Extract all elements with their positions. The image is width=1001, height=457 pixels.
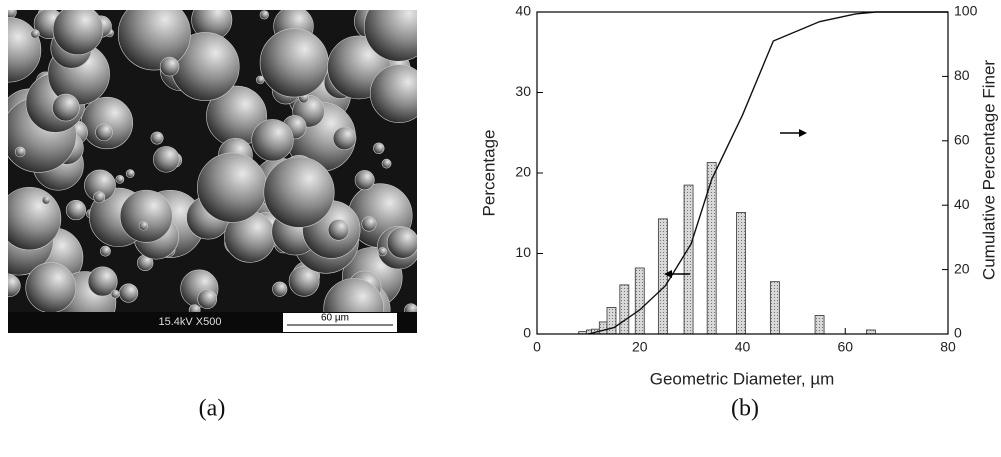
plot-frame xyxy=(536,11,949,335)
particle xyxy=(404,303,417,312)
particle xyxy=(354,170,375,191)
particle xyxy=(363,10,417,62)
particle xyxy=(251,119,294,162)
particle xyxy=(125,169,135,178)
particle xyxy=(25,262,77,312)
y2-tick-label: 60 xyxy=(954,132,970,148)
sem-image: 15.4kV X500 60 µm xyxy=(8,10,417,333)
x-tick-label: 60 xyxy=(837,339,853,355)
y-axis-label: Percentage xyxy=(479,130,498,217)
x-axis-label: Geometric Diameter, µm xyxy=(650,369,835,388)
particle xyxy=(188,304,201,312)
particle xyxy=(138,221,149,231)
y2-axis-label: Cumulative Percentage Finer xyxy=(979,60,998,281)
particle xyxy=(159,56,180,77)
particle xyxy=(8,274,21,298)
particle xyxy=(153,146,180,173)
particle xyxy=(115,174,125,184)
bar xyxy=(866,329,876,335)
y2-tick-label: 20 xyxy=(954,260,970,276)
bar xyxy=(769,281,780,335)
particle xyxy=(110,289,120,299)
bar xyxy=(814,315,825,335)
particle xyxy=(263,156,335,228)
sem-info: 15.4kV X500 xyxy=(159,316,222,328)
cumulative-line xyxy=(588,11,948,335)
particle xyxy=(361,216,377,232)
particle xyxy=(327,219,350,241)
particle xyxy=(119,189,173,243)
particle xyxy=(8,10,17,19)
particle xyxy=(150,131,164,145)
particle xyxy=(288,265,320,297)
bar xyxy=(657,218,668,335)
particle xyxy=(65,200,87,221)
y-tick-label: 20 xyxy=(515,164,531,180)
particle xyxy=(259,28,329,98)
particle xyxy=(373,142,385,154)
particle xyxy=(14,146,26,158)
arrow-head xyxy=(664,270,672,278)
particle xyxy=(117,10,191,71)
particle xyxy=(272,281,288,297)
bar xyxy=(606,307,617,335)
y-tick-label: 40 xyxy=(515,3,531,19)
particle xyxy=(386,226,417,259)
caption: (a) xyxy=(199,396,226,422)
bar xyxy=(619,284,630,335)
x-tick-label: 80 xyxy=(940,339,956,355)
particle xyxy=(30,29,40,39)
y2-tick-label: 100 xyxy=(954,3,978,19)
chart: Geometric Diameter, µm Percentage Cumula… xyxy=(479,3,998,389)
particle xyxy=(8,186,62,251)
particle xyxy=(95,123,113,142)
particle xyxy=(100,245,111,257)
y2-tick-label: 0 xyxy=(954,325,962,341)
particle xyxy=(80,96,134,150)
y-tick-label: 0 xyxy=(523,325,531,341)
particle xyxy=(87,266,118,297)
particle xyxy=(377,247,387,257)
x-tick-label: 20 xyxy=(632,339,648,355)
particle xyxy=(197,289,218,309)
particle xyxy=(93,191,106,204)
particle xyxy=(52,93,80,122)
y2-tick-label: 40 xyxy=(954,196,970,212)
bar xyxy=(736,212,746,335)
particle xyxy=(369,64,417,123)
particle xyxy=(332,126,357,151)
caption: (b) xyxy=(731,396,759,422)
x-tick-label: 0 xyxy=(533,339,541,355)
particle xyxy=(259,10,269,20)
bar xyxy=(683,184,694,335)
bar xyxy=(634,267,645,335)
particle xyxy=(41,195,51,205)
y-tick-label: 10 xyxy=(515,244,531,260)
arrow-head xyxy=(799,129,807,137)
x-tick-label: 40 xyxy=(735,339,751,355)
particle xyxy=(119,283,139,303)
particle xyxy=(323,278,384,312)
particle xyxy=(381,158,392,169)
y2-tick-label: 80 xyxy=(954,67,970,83)
particle xyxy=(52,10,104,56)
particle xyxy=(197,152,268,223)
scale-bar-label: 60 µm xyxy=(321,313,349,324)
y-tick-label: 30 xyxy=(515,83,531,99)
